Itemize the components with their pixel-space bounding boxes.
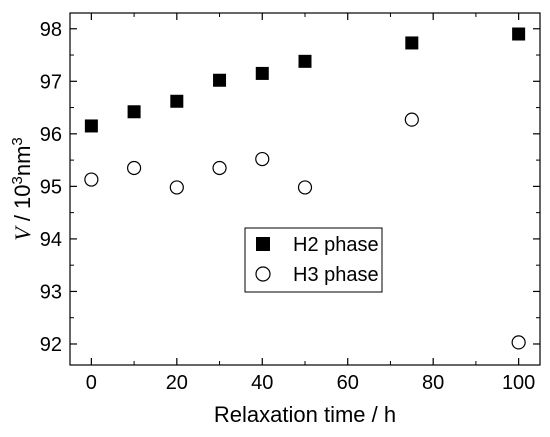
legend-label-h3: H3 phase bbox=[293, 264, 379, 286]
h3-point bbox=[404, 112, 419, 127]
h2-point bbox=[170, 94, 184, 108]
y-axis-title-unit: nm bbox=[10, 146, 35, 177]
x-tick-label: 0 bbox=[86, 372, 97, 394]
y-axis-title: V / 103nm3 bbox=[9, 137, 36, 241]
h3-point bbox=[255, 151, 270, 167]
y-tick-label: 92 bbox=[40, 334, 62, 356]
legend-marker-h2 bbox=[256, 237, 270, 251]
data-markers bbox=[84, 27, 526, 350]
x-tick-label: 60 bbox=[337, 372, 359, 394]
y-tick-label: 94 bbox=[40, 229, 62, 251]
legend: H2 phase H3 phase bbox=[244, 227, 383, 293]
x-axis-ticks: 0 20 40 60 80 100 bbox=[86, 13, 535, 394]
h3-point bbox=[126, 160, 142, 176]
y-tick-label: 93 bbox=[40, 281, 62, 303]
x-tick-label: 80 bbox=[422, 372, 444, 394]
h3-point bbox=[169, 180, 184, 195]
h2-point bbox=[512, 27, 526, 41]
h3-point bbox=[84, 172, 99, 187]
y-axis-title-unit-exponent: 3 bbox=[9, 137, 26, 145]
y-tick-label: 96 bbox=[40, 124, 62, 146]
h2-point bbox=[298, 54, 312, 68]
h2-point bbox=[213, 73, 227, 87]
h3-point bbox=[297, 180, 313, 195]
y-tick-label: 97 bbox=[40, 71, 62, 93]
h3-point bbox=[212, 160, 227, 176]
y-axis-ticks: 92 93 94 95 96 97 98 bbox=[40, 19, 540, 356]
y-axis-title-exponent: 3 bbox=[9, 176, 26, 184]
legend-marker-h3 bbox=[255, 266, 271, 282]
h2-point bbox=[127, 105, 141, 119]
x-tick-label: 40 bbox=[251, 372, 273, 394]
x-axis-title: Relaxation time / h bbox=[214, 402, 396, 427]
y-axis-title-symbol: V bbox=[10, 225, 35, 241]
y-tick-label: 98 bbox=[40, 19, 62, 41]
h2-point bbox=[255, 66, 269, 80]
x-tick-label: 100 bbox=[502, 372, 535, 394]
h2-point bbox=[84, 119, 98, 133]
h3-point bbox=[511, 335, 526, 350]
y-tick-label: 95 bbox=[40, 176, 62, 198]
legend-label-h2: H2 phase bbox=[293, 234, 379, 256]
y-axis-title-part: / 10 bbox=[10, 184, 35, 227]
h2-point bbox=[405, 36, 419, 50]
x-tick-label: 20 bbox=[166, 372, 188, 394]
